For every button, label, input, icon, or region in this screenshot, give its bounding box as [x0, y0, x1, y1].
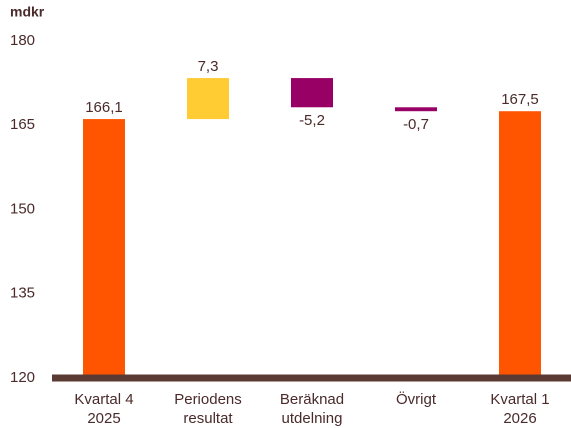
bar — [187, 78, 229, 120]
bar — [395, 107, 437, 112]
x-tick-label: Kvartal 4 2025 — [74, 391, 133, 427]
y-tick-label: 165 — [10, 116, 35, 133]
value-label: -5,2 — [299, 112, 325, 129]
y-tick-label: 150 — [10, 200, 35, 217]
x-tick-label: Beräknad utdelning — [280, 391, 344, 427]
value-label: -0,7 — [403, 116, 429, 133]
value-label: 166,1 — [85, 99, 123, 116]
x-tick-label: Övrigt — [396, 390, 437, 408]
y-tick-label: 120 — [10, 369, 35, 386]
bar — [499, 111, 541, 378]
bar — [83, 119, 125, 379]
y-tick-label: 180 — [10, 32, 35, 49]
value-label: 7,3 — [198, 58, 219, 75]
x-tick-label: Kvartal 1 2026 — [490, 391, 549, 427]
y-tick-label: 135 — [10, 285, 35, 302]
value-label: 167,5 — [501, 91, 539, 108]
y-axis-label: mdkr — [10, 4, 45, 20]
x-tick-label: Periodens resultat — [174, 391, 242, 427]
bar — [291, 78, 333, 108]
